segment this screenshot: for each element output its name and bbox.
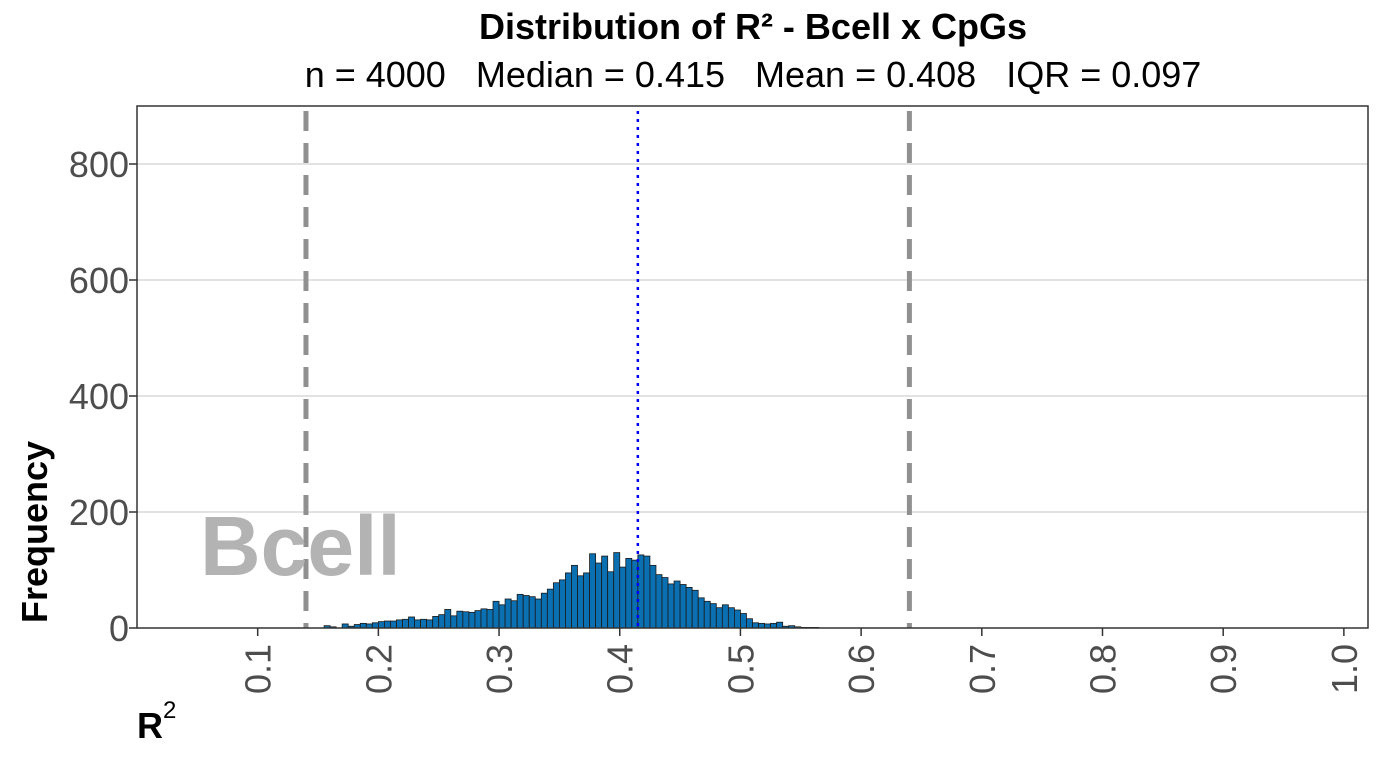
histogram-bar [649, 564, 657, 629]
histogram-bar [589, 553, 597, 629]
histogram-bar [426, 619, 434, 629]
histogram-bar [396, 619, 403, 629]
histogram-bar [733, 609, 741, 629]
panel-border [136, 105, 1369, 629]
y-tick-label: 0 [109, 608, 129, 649]
histogram-bar [740, 613, 747, 629]
histogram-bar [571, 564, 578, 629]
histogram-bar [709, 603, 717, 629]
chart-subtitle: n = 4000 Median = 0.415 Mean = 0.408 IQR… [305, 54, 1202, 95]
histogram-bar [444, 609, 452, 629]
histogram-bar [727, 607, 735, 629]
histogram-bar [619, 566, 627, 629]
histogram-bar [703, 600, 711, 629]
x-axis-title: R2 [137, 697, 176, 746]
x-tick-label: 0.1 [238, 644, 279, 694]
histogram-bar [583, 572, 590, 629]
histogram-bar [546, 588, 554, 629]
histogram-bar [643, 555, 651, 629]
y-tick-label: 200 [69, 492, 129, 533]
histogram-bar [625, 558, 633, 629]
histogram-bar [474, 610, 482, 629]
chart-title: Distribution of R² - Bcell x CpGs [479, 6, 1027, 47]
histogram-bar [468, 611, 476, 629]
y-tick-label: 800 [69, 144, 129, 185]
reference-lines [303, 111, 912, 628]
histogram-bar [540, 592, 548, 629]
x-tick-label: 1.0 [1324, 644, 1365, 694]
histogram-bar [607, 571, 615, 629]
x-tick-label: 0.3 [479, 644, 520, 694]
histogram-bar [402, 618, 409, 629]
histogram-bar [498, 604, 506, 629]
histogram-bar [408, 616, 415, 629]
histogram-bar [432, 616, 440, 629]
y-tick-label: 400 [69, 376, 129, 417]
x-tick-label: 0.9 [1203, 644, 1244, 694]
x-tick-label: 0.6 [841, 644, 882, 694]
histogram-bar [390, 620, 397, 629]
histogram-bar [577, 575, 584, 629]
histogram-bar [456, 610, 464, 629]
histogram-bar [613, 552, 621, 629]
histogram-bar [679, 584, 687, 629]
histogram-bar [510, 600, 518, 629]
x-tick-label: 0.4 [600, 644, 641, 694]
histogram-bar [492, 600, 500, 629]
histogram-bar [715, 607, 723, 629]
histogram-bar [601, 555, 609, 629]
x-tick-label: 0.8 [1082, 644, 1123, 694]
histogram-bar [516, 593, 524, 629]
histogram-bar [559, 579, 566, 629]
histogram-bar [462, 611, 470, 629]
histogram-bar [420, 618, 428, 629]
histogram-bar [667, 583, 675, 629]
histogram-bar [655, 574, 663, 629]
histogram-bar [752, 622, 759, 629]
histogram-bar [486, 609, 494, 629]
histogram-bar [697, 597, 705, 629]
histogram-bar [377, 621, 385, 629]
histogram-bar [776, 621, 784, 629]
histogram-bar [371, 622, 379, 629]
histogram-bar [504, 598, 512, 629]
histogram-bar [673, 580, 681, 629]
x-axis-title-base: R [137, 705, 163, 746]
histogram-bar [450, 615, 458, 629]
histogram-bar [661, 577, 669, 629]
histogram-bar [721, 604, 729, 629]
x-tick-label: 0.2 [358, 644, 399, 694]
y-tick-label: 600 [69, 260, 129, 301]
histogram-bar [480, 608, 488, 629]
histogram-bar [528, 596, 536, 629]
gridlines [137, 163, 1368, 513]
histogram-bar [552, 582, 560, 629]
histogram-bar [691, 589, 699, 629]
histogram-bar [595, 562, 603, 629]
histogram-bar [384, 620, 391, 629]
x-tick-label: 0.7 [962, 644, 1003, 694]
histogram-bar [438, 614, 446, 629]
histogram-bar [534, 598, 542, 629]
histogram-bar [685, 587, 693, 629]
histogram-bar [746, 618, 753, 629]
histogram-bar [565, 572, 572, 629]
panel-annotation: Bcell [200, 499, 401, 593]
x-axis-title-superscript: 2 [163, 697, 176, 724]
y-axis: 0 200 400 600 800 [69, 144, 137, 649]
y-axis-title: Frequency [14, 441, 55, 623]
histogram-bar [414, 619, 422, 629]
x-tick-label: 0.5 [720, 644, 761, 694]
histogram-bar [522, 595, 530, 629]
x-axis: 0.1 0.2 0.3 0.4 0.5 0.6 0.7 0.8 0.9 1.0 [238, 628, 1365, 694]
